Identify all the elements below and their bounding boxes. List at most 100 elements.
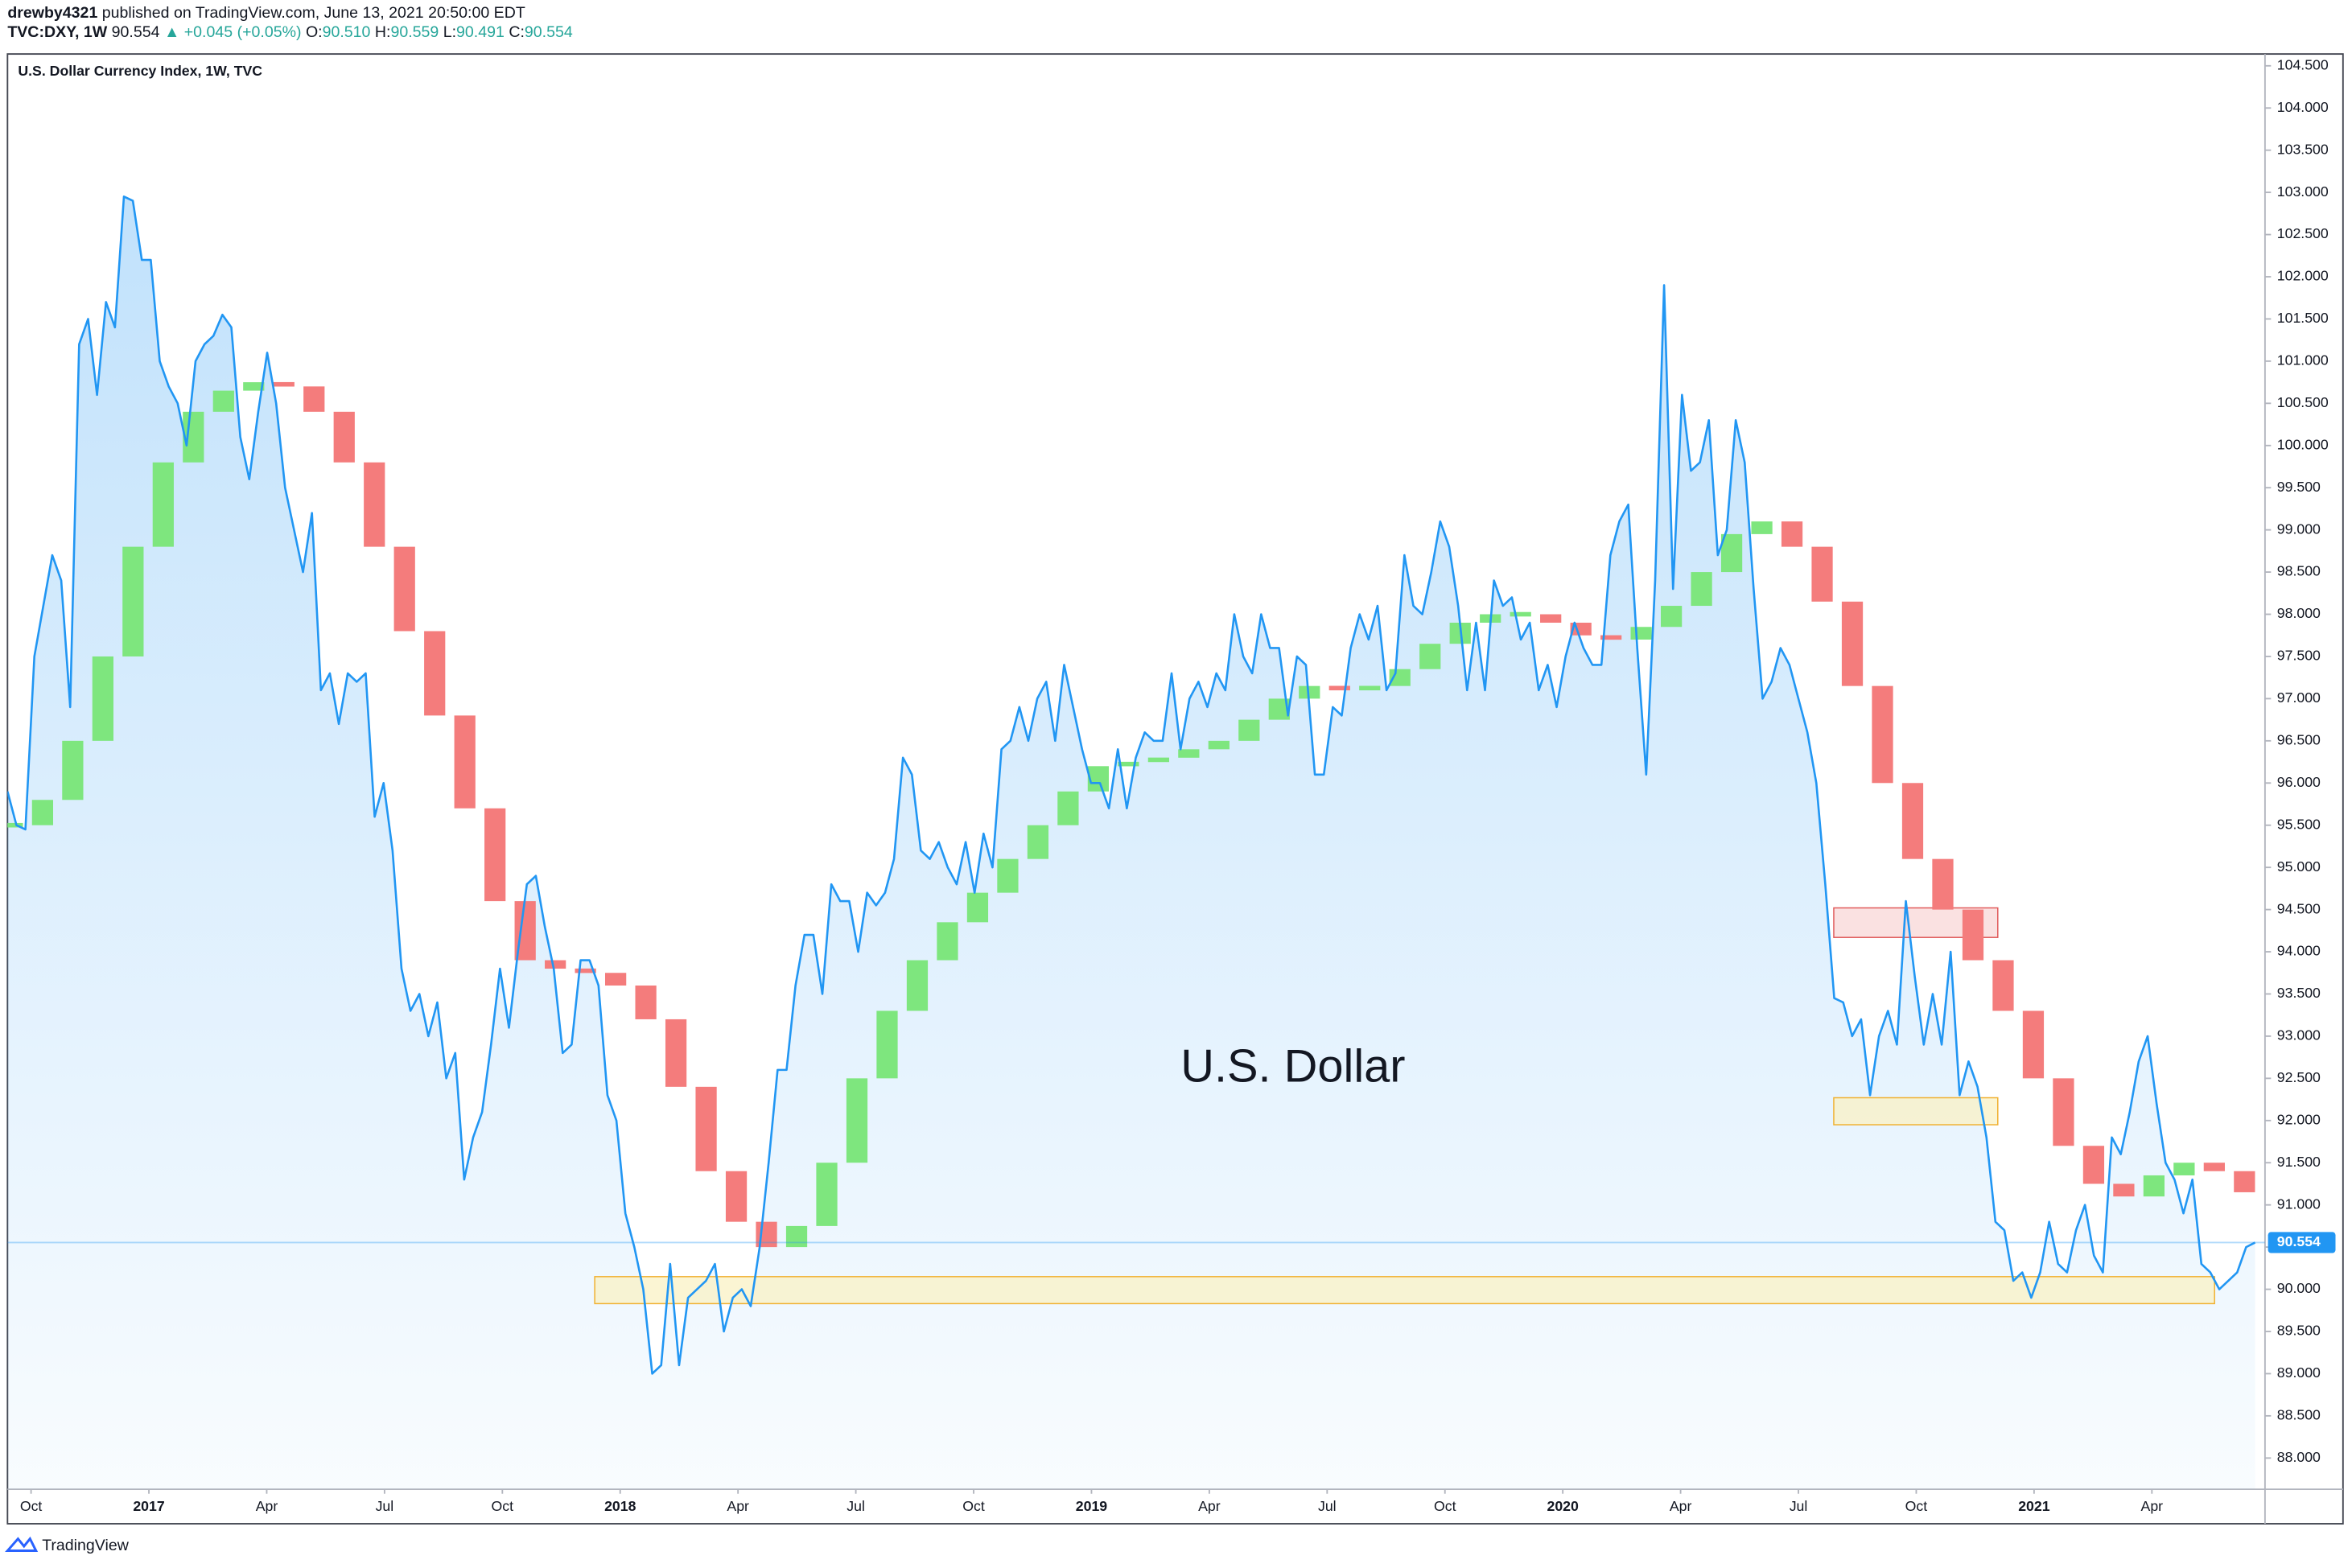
ma-segment [545, 960, 566, 969]
y-tick-label: 98.500 [2277, 563, 2321, 579]
area-fill [7, 196, 2255, 1490]
header-line-1: drewby4321 published on TradingView.com,… [7, 4, 525, 22]
x-tick-label: Apr [1198, 1498, 1221, 1514]
symbol: TVC:DXY, 1W [7, 23, 107, 41]
ma-segment [2203, 1163, 2225, 1171]
ma-segment [997, 858, 1019, 893]
published: published on TradingView.com, June 13, 2… [102, 4, 525, 22]
y-tick-label: 103.000 [2277, 183, 2329, 200]
ma-segment [1540, 614, 1562, 623]
c-value: 90.554 [525, 23, 573, 41]
ma-segment [1118, 761, 1139, 767]
y-tick-label: 91.500 [2277, 1154, 2321, 1170]
ma-segment [2234, 1171, 2255, 1192]
y-tick-label: 104.500 [2277, 56, 2329, 72]
ma-segment [2082, 1146, 2105, 1184]
y-tick-label: 88.500 [2277, 1407, 2321, 1423]
ma-segment [695, 1086, 717, 1171]
y-tick-label: 96.000 [2277, 774, 2321, 790]
zone [594, 1276, 2215, 1305]
x-tick-label: Oct [1434, 1498, 1456, 1514]
ma-segment [1962, 909, 1984, 961]
ma-segment [2173, 1163, 2195, 1175]
y-tick-label: 101.000 [2277, 352, 2329, 368]
ma-segment [1932, 858, 1954, 910]
y-tick-label: 102.000 [2277, 268, 2329, 284]
ma-segment [2143, 1175, 2165, 1197]
ma-segment [454, 715, 476, 809]
o-label: O: [306, 23, 323, 41]
ma-segment [1872, 685, 1893, 784]
ma-segment [1419, 644, 1441, 669]
y-tick-label: 98.000 [2277, 605, 2321, 621]
x-tick-label: Oct [1905, 1498, 1928, 1514]
ma-segment [1901, 783, 1924, 859]
y-tick-label: 94.500 [2277, 900, 2321, 916]
y-tick-label: 100.000 [2277, 436, 2329, 452]
last-price-badge [2268, 1232, 2336, 1253]
footer-logo [5, 1536, 39, 1553]
y-tick-label: 95.500 [2277, 816, 2321, 832]
y-tick-label: 97.500 [2277, 648, 2321, 664]
ma-segment [876, 1010, 898, 1079]
ma-segment [1781, 521, 1803, 547]
header-line-2: TVC:DXY, 1W 90.554 ▲ +0.045 (+0.05%) O:9… [7, 23, 573, 41]
x-tick-label: Jul [1790, 1498, 1808, 1514]
x-tick-label: Apr [727, 1498, 749, 1514]
o-value: 90.510 [323, 23, 371, 41]
frame [6, 53, 2344, 1525]
ma-segment [1660, 606, 1683, 628]
ma-segment [575, 968, 596, 973]
ma-segment [1299, 685, 1320, 699]
x-tick-label: 2019 [1076, 1498, 1108, 1514]
y-tick-label: 96.500 [2277, 732, 2321, 748]
y-tick-label: 93.500 [2277, 985, 2321, 1001]
ma-segment [1600, 635, 1622, 640]
chart-title: U.S. Dollar Currency Index, 1W, TVC [18, 63, 262, 79]
ma-segment [7, 822, 23, 828]
h-value: 90.559 [390, 23, 439, 41]
y-tick-label: 92.000 [2277, 1111, 2321, 1127]
y-tick-label: 103.500 [2277, 141, 2329, 157]
ma-segment [2022, 1010, 2045, 1079]
x-tick-label: Jul [1318, 1498, 1337, 1514]
ma-segment [183, 411, 204, 463]
ma-segment [31, 800, 54, 825]
ma-segment [605, 973, 627, 986]
ma-segment [1147, 757, 1169, 763]
ma-segment [152, 462, 174, 547]
ma-segment [333, 411, 355, 463]
x-tick-label: 2020 [1547, 1498, 1579, 1514]
logo-icon [5, 1536, 39, 1553]
ma-segment [2113, 1183, 2135, 1197]
x-tick-label: Oct [962, 1498, 985, 1514]
ma-segment [1057, 791, 1079, 825]
y-tick-label: 94.000 [2277, 943, 2321, 959]
ma-segment [1630, 627, 1652, 640]
ma-segment [1087, 766, 1110, 792]
y-tick-label: 99.000 [2277, 521, 2321, 537]
ma-segment [846, 1078, 868, 1163]
ma-segment [1178, 749, 1200, 758]
change: ▲ +0.045 (+0.05%) [164, 23, 302, 41]
price-line [7, 195, 2256, 1375]
ma-segment [1992, 960, 2014, 1011]
x-tick-label: Oct [492, 1498, 514, 1514]
y-tick-label: 89.500 [2277, 1323, 2321, 1339]
ma-segment [92, 656, 113, 741]
ma-segment [635, 985, 657, 1019]
ma-segment [62, 740, 84, 800]
ma-segment [1510, 611, 1531, 617]
ma-segment [1208, 740, 1230, 750]
y-tick-label: 89.000 [2277, 1364, 2321, 1381]
ma-segment [1359, 685, 1381, 691]
ma-segment [393, 546, 415, 632]
ma-segment [906, 960, 929, 1011]
x-tick-label: Apr [2141, 1498, 2164, 1514]
ma-segment [122, 546, 144, 656]
ma-segment [665, 1019, 687, 1087]
y-tick-label: 101.500 [2277, 310, 2329, 326]
y-tick-label: 97.000 [2277, 689, 2321, 706]
ma-segment [1238, 719, 1260, 741]
